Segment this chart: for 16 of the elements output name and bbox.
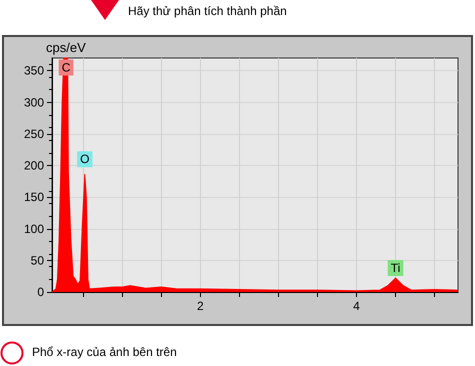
annotation: Ti: [390, 260, 400, 275]
y-tick-label: 350: [24, 64, 44, 78]
y-tick-label: 300: [24, 95, 44, 110]
y-tick-label: 0: [37, 285, 44, 299]
y-tick-label: 150: [24, 190, 44, 204]
x-tick-label: 2: [197, 299, 204, 313]
annotation: C: [62, 60, 71, 74]
y-axis-title: cps/eV: [46, 40, 86, 55]
text: Phổ x-ray của ảnh bên trên: [32, 345, 177, 359]
y-tick-label: 250: [24, 126, 44, 141]
y-tick-label: 50: [30, 253, 44, 268]
annotation: O: [80, 152, 90, 166]
y-tick-label: 200: [24, 158, 44, 173]
y-tick-label: 100: [24, 222, 44, 236]
x-tick-label: 4: [353, 299, 360, 313]
chart-title: Hãy thử phân tích thành phần: [128, 4, 287, 18]
